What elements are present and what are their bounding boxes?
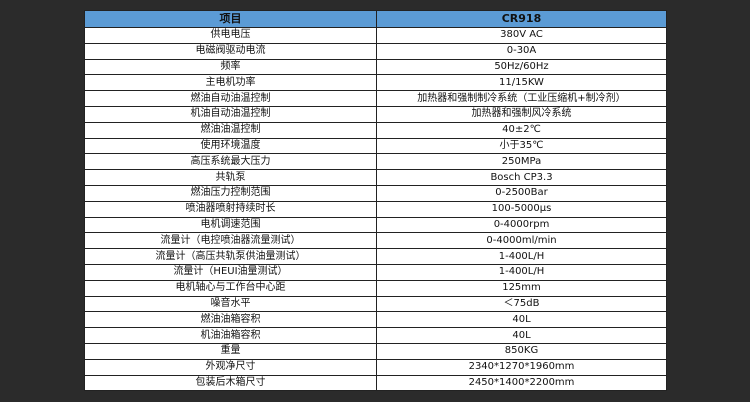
table-row: 流量计（高压共轨泵供油量测试） 1-400L/H	[84, 248, 667, 265]
table-row: 机油油箱容积 40L	[84, 327, 667, 344]
table-row: 电机调速范围 0-4000rpm	[84, 216, 667, 234]
cell-value: 250MPa	[376, 153, 667, 171]
cell-value: 0-30A	[376, 42, 667, 60]
cell-item: 噪音水平	[84, 295, 377, 313]
cell-value: 50Hz/60Hz	[376, 58, 667, 76]
cell-item: 高压系统最大压力	[84, 153, 377, 171]
cell-value: 加热器和强制制冷系统（工业压缩机+制冷剂）	[376, 90, 667, 107]
cell-value: 125mm	[376, 279, 667, 297]
cell-value: 100-5000μs	[376, 200, 667, 218]
cell-item: 供电电压	[84, 27, 377, 44]
cell-item: 频率	[84, 58, 377, 76]
table-row: 共轨泵 Bosch CP3.3	[84, 169, 667, 186]
cell-item: 重量	[84, 342, 377, 360]
table-row: 燃油压力控制范围 0-2500Bar	[84, 184, 667, 202]
cell-value: ＜75dB	[376, 295, 667, 313]
cell-value: 0-4000ml/min	[376, 232, 667, 250]
cell-item: 燃油自动油温控制	[84, 90, 377, 107]
table-row: 电机轴心与工作台中心距 125mm	[84, 279, 667, 297]
table-row: 频率 50Hz/60Hz	[84, 58, 667, 76]
table-row: 流量计（HEUI油量测试） 1-400L/H	[84, 263, 667, 281]
table-row: 使用环境温度 小于35℃	[84, 137, 667, 155]
spec-table: 项目 CR918 供电电压 380V AC 电磁阀驱动电流 0-30A 频率 50Hz/6…	[84, 10, 667, 392]
cell-value: 40L	[376, 327, 667, 344]
cell-item: 喷油器喷射持续时长	[84, 200, 377, 218]
table-row: 电磁阀驱动电流 0-30A	[84, 42, 667, 60]
cell-value: 1-400L/H	[376, 263, 667, 281]
table-row: 燃油油箱容积 40L	[84, 311, 667, 329]
cell-item: 机油自动油温控制	[84, 105, 377, 123]
cell-item: 机油油箱容积	[84, 327, 377, 344]
header-model: CR918	[376, 10, 667, 28]
cell-item: 燃油油箱容积	[84, 311, 377, 329]
table-row: 重量 850KG	[84, 342, 667, 360]
cell-item: 燃油压力控制范围	[84, 184, 377, 202]
table-row: 燃油自动油温控制 加热器和强制制冷系统（工业压缩机+制冷剂）	[84, 90, 667, 107]
table-row: 外观净尺寸 2340*1270*1960mm	[84, 358, 667, 376]
cell-value: 0-2500Bar	[376, 184, 667, 202]
cell-value: 11/15KW	[376, 74, 667, 92]
table-row: 机油自动油温控制 加热器和强制风冷系统	[84, 105, 667, 123]
table-row: 噪音水平 ＜75dB	[84, 295, 667, 313]
cell-item: 包装后木箱尺寸	[84, 374, 377, 392]
cell-item: 流量计（电控喷油器流量测试）	[84, 232, 377, 250]
cell-value: 40±2℃	[376, 121, 667, 139]
cell-value: 加热器和强制风冷系统	[376, 105, 667, 123]
cell-item: 主电机功率	[84, 74, 377, 92]
cell-item: 共轨泵	[84, 169, 377, 186]
table-row: 供电电压 380V AC	[84, 27, 667, 44]
cell-value: 2450*1400*2200mm	[376, 374, 667, 392]
cell-value: 0-4000rpm	[376, 216, 667, 234]
cell-item: 电机轴心与工作台中心距	[84, 279, 377, 297]
cell-value: 40L	[376, 311, 667, 329]
cell-item: 使用环境温度	[84, 137, 377, 155]
cell-value: 380V AC	[376, 27, 667, 44]
cell-item: 外观净尺寸	[84, 358, 377, 376]
cell-value: 850KG	[376, 342, 667, 360]
cell-value: Bosch CP3.3	[376, 169, 667, 186]
table-row: 包装后木箱尺寸 2450*1400*2200mm	[84, 374, 667, 392]
table-row: 喷油器喷射持续时长 100-5000μs	[84, 200, 667, 218]
table-row: 燃油油温控制 40±2℃	[84, 121, 667, 139]
cell-value: 小于35℃	[376, 137, 667, 155]
table-row: 流量计（电控喷油器流量测试） 0-4000ml/min	[84, 232, 667, 250]
table-row: 高压系统最大压力 250MPa	[84, 153, 667, 171]
cell-value: 1-400L/H	[376, 248, 667, 265]
cell-item: 流量计（HEUI油量测试）	[84, 263, 377, 281]
table-header-row: 项目 CR918	[84, 10, 667, 28]
cell-item: 燃油油温控制	[84, 121, 377, 139]
cell-item: 电机调速范围	[84, 216, 377, 234]
cell-item: 流量计（高压共轨泵供油量测试）	[84, 248, 377, 265]
table-row: 主电机功率 11/15KW	[84, 74, 667, 92]
cell-item: 电磁阀驱动电流	[84, 42, 377, 60]
cell-value: 2340*1270*1960mm	[376, 358, 667, 376]
header-item: 项目	[84, 10, 377, 28]
